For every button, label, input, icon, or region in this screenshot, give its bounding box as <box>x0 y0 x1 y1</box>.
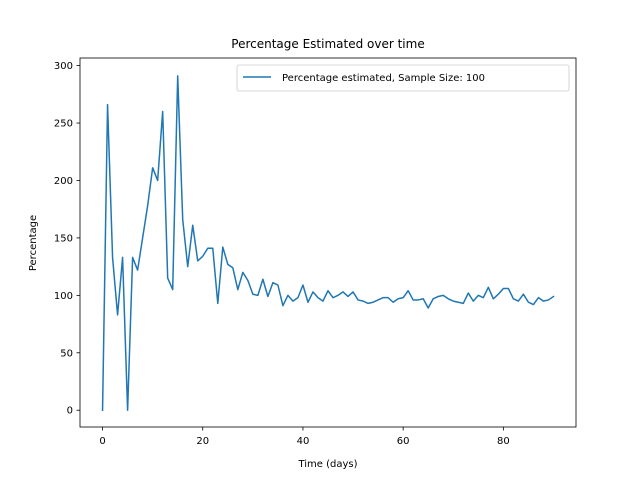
y-tick-label: 150 <box>54 233 73 244</box>
y-tick-label: 300 <box>54 61 73 72</box>
plot-area <box>101 75 555 411</box>
y-axis-ticks: 0 50 100 150 200 250 300 <box>54 61 80 417</box>
x-tick-label: 80 <box>497 436 510 447</box>
x-tick-label: 0 <box>99 436 105 447</box>
chart-title: Percentage Estimated over time <box>231 37 424 51</box>
legend: Percentage estimated, Sample Size: 100 <box>236 64 570 92</box>
y-tick-label: 200 <box>54 176 73 187</box>
x-axis-ticks: 0 20 40 60 80 <box>99 427 510 447</box>
y-tick-label: 50 <box>60 348 73 359</box>
legend-label: Percentage estimated, Sample Size: 100 <box>282 73 485 84</box>
y-axis-label: Percentage <box>28 215 39 271</box>
series-line-0 <box>101 75 555 411</box>
x-tick-label: 20 <box>196 436 209 447</box>
y-tick-label: 0 <box>67 406 73 417</box>
x-tick-label: 40 <box>297 436 310 447</box>
x-axis-label: Time (days) <box>297 459 357 470</box>
y-tick-label: 100 <box>54 291 73 302</box>
axes-frame <box>79 57 577 428</box>
x-tick-label: 60 <box>397 436 410 447</box>
legend-box <box>236 64 570 92</box>
y-tick-label: 250 <box>54 119 73 130</box>
